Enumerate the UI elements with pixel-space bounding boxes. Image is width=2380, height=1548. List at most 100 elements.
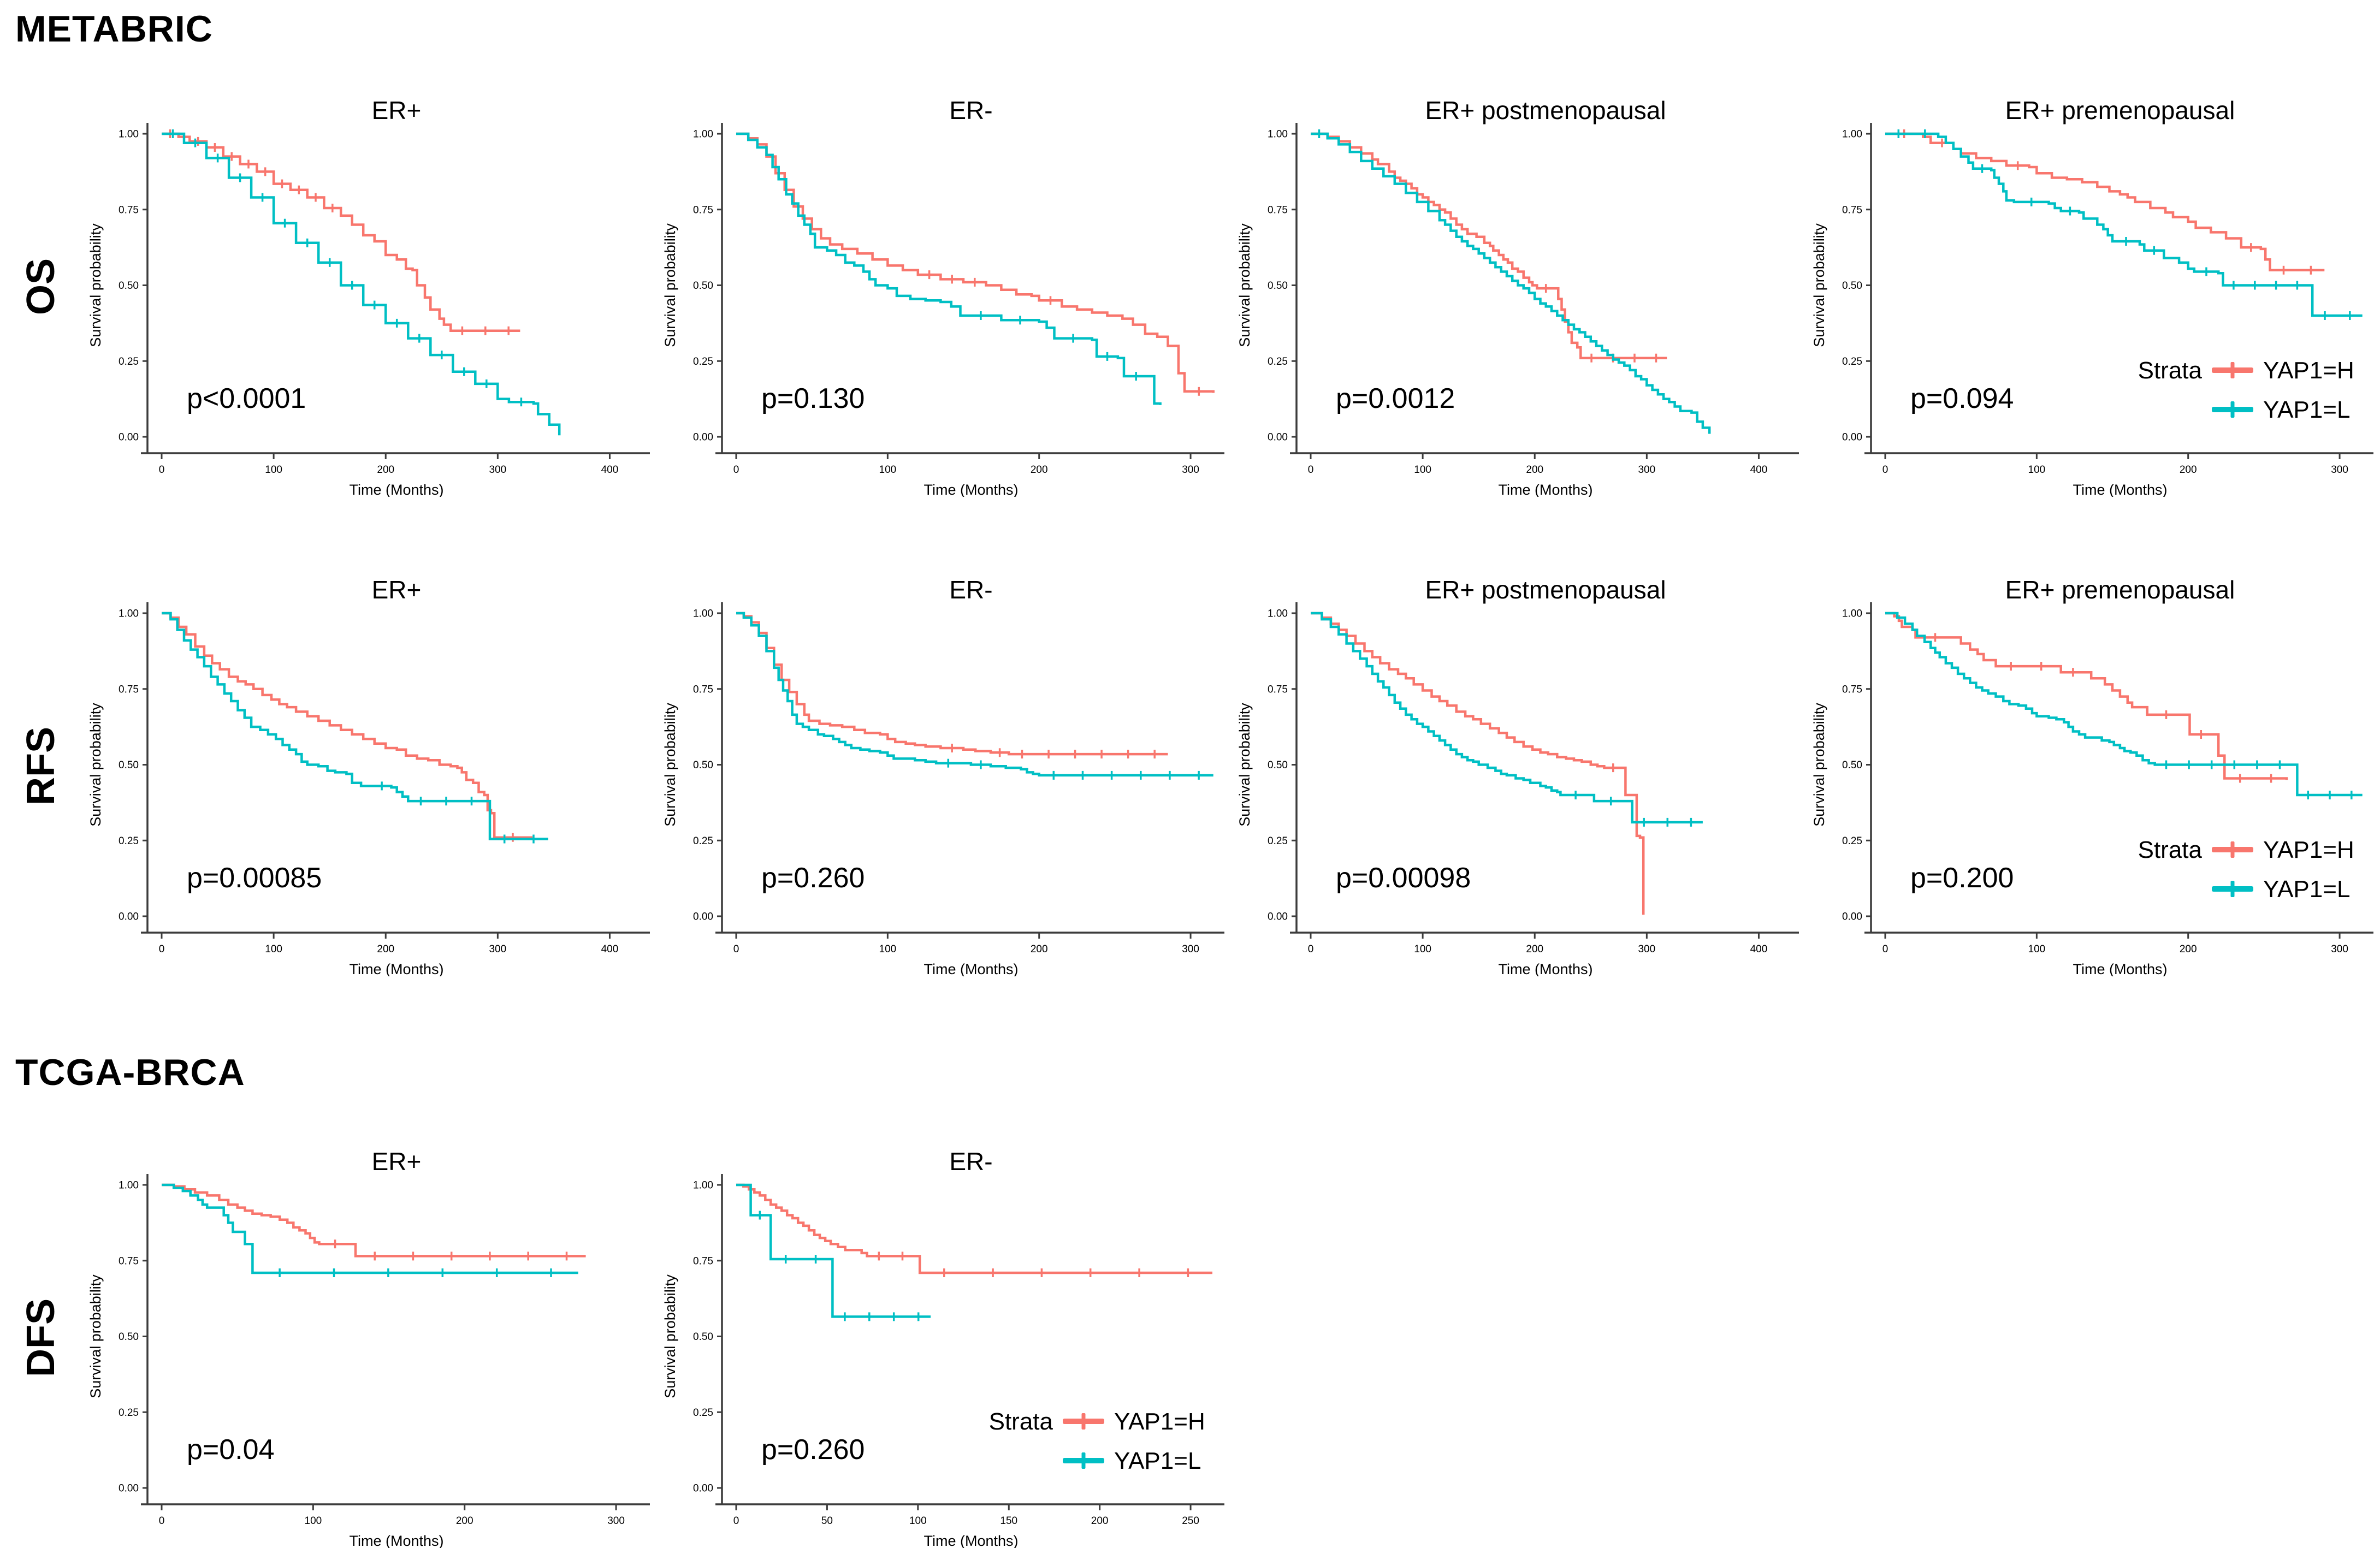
row-panels: ER+ 1.00 0.75 0.50 0.25 0.00 0 100 200 300 400 Time… xyxy=(82,556,2380,976)
p-value-label: p=0.260 xyxy=(761,1434,865,1466)
x-axis-title: Time (Months) xyxy=(349,482,443,497)
survival-curve-yap1-l xyxy=(1311,612,1703,824)
y-axis-title: Survival probability xyxy=(1236,223,1253,347)
y-tick-label: 0.75 xyxy=(119,684,139,695)
y-tick-label: 0.25 xyxy=(119,356,139,367)
row-label-dfs: DFS xyxy=(0,1128,82,1548)
y-tick-label: 0.00 xyxy=(693,432,713,443)
survival-curve-yap1-h xyxy=(162,132,520,333)
y-tick-label: 0.75 xyxy=(1842,204,1862,216)
panel-title: ER+ xyxy=(372,96,422,124)
row-label-text: RFS xyxy=(19,727,63,805)
survival-curve-yap1-h xyxy=(1311,612,1645,915)
y-tick-label: 0.25 xyxy=(119,1407,139,1419)
x-tick-label: 300 xyxy=(1182,944,1199,955)
km-panel-dfs-er-: ER- 1.00 0.75 0.50 0.25 0.00 0 50 100 150 200 250 Ti… xyxy=(662,1147,1224,1548)
x-tick-label: 250 xyxy=(1182,1515,1199,1527)
x-tick-label: 200 xyxy=(1526,944,1543,955)
y-tick-label: 0.00 xyxy=(119,432,139,443)
x-tick-label: 200 xyxy=(1031,944,1048,955)
survival-curve-yap1-l xyxy=(736,612,1213,777)
x-tick-label: 0 xyxy=(159,1515,165,1527)
p-value-label: p=0.0012 xyxy=(1336,383,1455,414)
x-tick-label: 200 xyxy=(1091,1515,1109,1527)
survival-curve-yap1-h xyxy=(1885,132,2325,272)
x-axis-title: Time (Months) xyxy=(349,961,443,976)
x-tick-label: 400 xyxy=(1750,944,1768,955)
panel-title: ER+ postmenopausal xyxy=(1425,576,1666,604)
strata-legend: Strata YAP1=H YAP1=L xyxy=(989,1408,1205,1474)
survival-curve-yap1-l xyxy=(1885,612,2363,797)
strata-legend: Strata YAP1=H YAP1=L xyxy=(2138,357,2354,423)
y-tick-label: 0.50 xyxy=(119,280,139,292)
x-tick-label: 200 xyxy=(377,944,394,955)
x-tick-label: 0 xyxy=(733,1515,739,1527)
y-tick-label: 1.00 xyxy=(693,1180,713,1191)
panel-title: ER+ xyxy=(372,576,422,604)
y-axis-title: Survival probability xyxy=(87,1274,104,1398)
x-tick-label: 200 xyxy=(2180,464,2197,476)
y-tick-label: 1.00 xyxy=(119,1180,139,1191)
x-tick-label: 150 xyxy=(1000,1515,1017,1527)
p-value-label: p=0.094 xyxy=(1910,383,2014,414)
p-value-label: p=0.260 xyxy=(761,862,865,894)
y-tick-label: 0.00 xyxy=(119,911,139,923)
x-tick-label: 200 xyxy=(2180,944,2197,955)
x-tick-label: 100 xyxy=(879,464,897,476)
y-tick-label: 0.75 xyxy=(693,684,713,695)
y-tick-label: 0.50 xyxy=(693,1331,713,1343)
legend-key-plus-yap1-h xyxy=(1081,1413,1086,1430)
panel-title: ER+ postmenopausal xyxy=(1425,96,1666,124)
strata-legend: Strata YAP1=H YAP1=L xyxy=(2138,837,2354,903)
y-tick-label: 0.25 xyxy=(1842,356,1862,367)
y-tick-label: 0.25 xyxy=(1268,835,1288,847)
km-panel-dfs-er-: ER+ 1.00 0.75 0.50 0.25 0.00 0 100 200 300 Time (M… xyxy=(87,1147,650,1548)
legend-key-plus-yap1-h xyxy=(2230,362,2235,378)
y-tick-label: 0.75 xyxy=(693,1255,713,1267)
legend-key-plus-yap1-l xyxy=(1081,1452,1086,1469)
km-row-os: OS ER+ 1.00 0.75 0.50 0.25 0.00 0 100 200 300 400 Ti… xyxy=(0,76,2380,497)
legend-entry-label-yap1-l: YAP1=L xyxy=(2263,876,2350,903)
y-tick-label: 0.00 xyxy=(1842,911,1862,923)
y-tick-label: 1.00 xyxy=(1268,129,1288,140)
p-value-label: p=0.130 xyxy=(761,383,865,414)
y-tick-label: 0.25 xyxy=(1842,835,1862,847)
y-tick-label: 1.00 xyxy=(119,129,139,140)
y-tick-label: 0.50 xyxy=(1268,760,1288,771)
row-label-rfs: RFS xyxy=(0,556,82,976)
x-axis-title: Time (Months) xyxy=(1498,482,1592,497)
survival-curve-yap1-l xyxy=(162,132,561,436)
x-tick-label: 200 xyxy=(456,1515,473,1527)
x-tick-label: 300 xyxy=(1638,944,1655,955)
y-axis-title: Survival probability xyxy=(1811,223,1827,347)
x-axis-title: Time (Months) xyxy=(2073,482,2167,497)
legend-key-plus-yap1-h xyxy=(2230,841,2235,858)
x-tick-label: 0 xyxy=(1882,944,1888,955)
survival-curve-yap1-l xyxy=(736,132,1162,405)
survival-curve-yap1-h xyxy=(736,612,1168,756)
y-tick-label: 0.25 xyxy=(693,1407,713,1419)
legend-entry-label-yap1-h: YAP1=H xyxy=(2263,837,2354,863)
x-axis-title: Time (Months) xyxy=(923,961,1018,976)
row-label-os: OS xyxy=(0,76,82,497)
survival-curve-yap1-h xyxy=(162,1183,586,1258)
survival-curve-yap1-h xyxy=(1885,612,2288,780)
x-tick-label: 50 xyxy=(821,1515,833,1527)
y-tick-label: 0.50 xyxy=(693,280,713,292)
y-axis-title: Survival probability xyxy=(662,1274,678,1398)
panel-title: ER+ premenopausal xyxy=(2005,96,2235,124)
x-tick-label: 100 xyxy=(2028,464,2046,476)
section-title: TCGA-BRCA xyxy=(15,1052,245,1093)
y-tick-label: 0.00 xyxy=(119,1483,139,1494)
panel-title: ER+ premenopausal xyxy=(2005,576,2235,604)
y-tick-label: 0.25 xyxy=(119,835,139,847)
y-tick-label: 0.50 xyxy=(693,760,713,771)
km-panel-os-er-postmenopausal: ER+ postmenopausal 1.00 0.75 0.50 0.25 0.00 0 1… xyxy=(1236,96,1799,497)
y-tick-label: 0.00 xyxy=(1268,911,1288,923)
y-tick-label: 0.50 xyxy=(119,760,139,771)
x-axis-title: Time (Months) xyxy=(923,482,1018,497)
y-tick-label: 0.00 xyxy=(693,1483,713,1494)
x-tick-label: 0 xyxy=(159,464,165,476)
x-tick-label: 0 xyxy=(733,464,739,476)
y-axis-title: Survival probability xyxy=(662,223,678,347)
